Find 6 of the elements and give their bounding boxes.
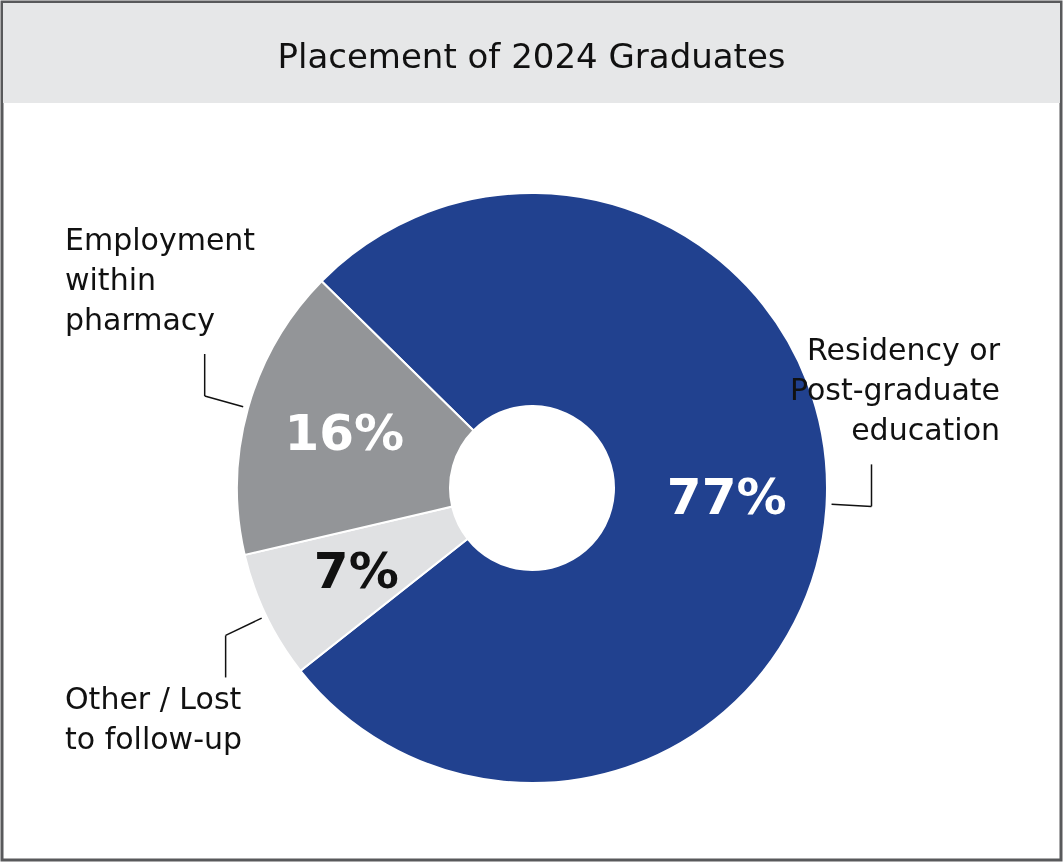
- chart-title: Placement of 2024 Graduates: [277, 36, 786, 76]
- data-label: 77%: [666, 467, 787, 526]
- data-label: 16%: [284, 404, 405, 463]
- slice-label: Other / Lost to follow-up: [65, 681, 243, 757]
- slice-label: Employment within pharmacy: [65, 222, 256, 337]
- data-label: 7%: [313, 541, 399, 600]
